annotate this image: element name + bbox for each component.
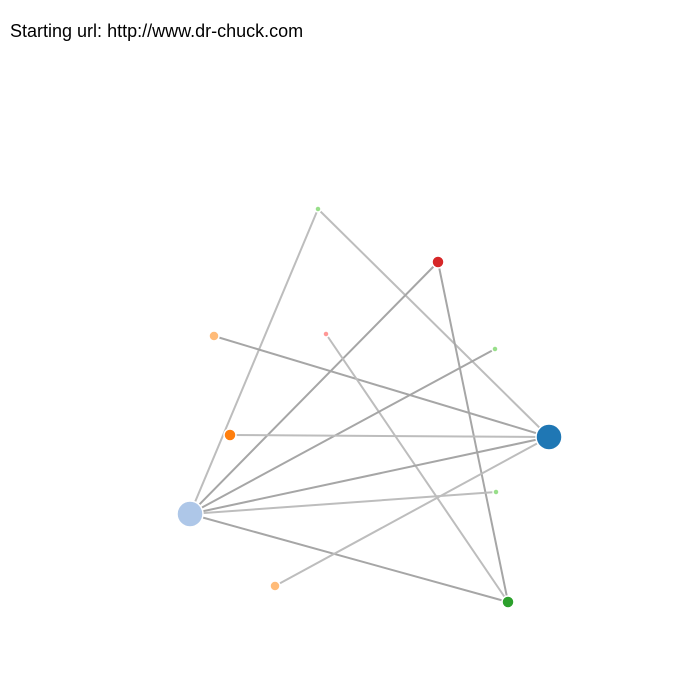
graph-link (189, 491, 497, 515)
starting-url-label: Starting url: (10, 21, 103, 41)
graph-node[interactable] (176, 500, 204, 528)
graph-node[interactable] (501, 595, 515, 609)
graph-link (213, 335, 550, 438)
starting-url-value: http://www.dr-chuck.com (107, 21, 304, 41)
graph-node[interactable] (314, 205, 322, 213)
graph-node[interactable] (491, 345, 499, 353)
graph-link (189, 208, 319, 515)
graph-node[interactable] (269, 580, 281, 592)
graph-link (325, 333, 509, 603)
starting-url-text: Starting url: http://www.dr-chuck.com (10, 20, 303, 42)
graph-node[interactable] (322, 330, 330, 338)
links-layer (189, 208, 550, 603)
graph-link (189, 261, 439, 515)
graph-link (229, 434, 550, 438)
graph-link (274, 436, 550, 587)
graph-link (189, 348, 496, 515)
graph-node[interactable] (492, 488, 500, 496)
graph-node[interactable] (223, 428, 237, 442)
graph-link (437, 261, 509, 603)
nodes-layer (176, 205, 563, 609)
graph-link (189, 513, 509, 603)
graph-node[interactable] (208, 330, 220, 342)
graph-link (317, 208, 550, 438)
graph-node[interactable] (535, 423, 563, 451)
graph-node[interactable] (431, 255, 445, 269)
graph-link (189, 436, 550, 515)
